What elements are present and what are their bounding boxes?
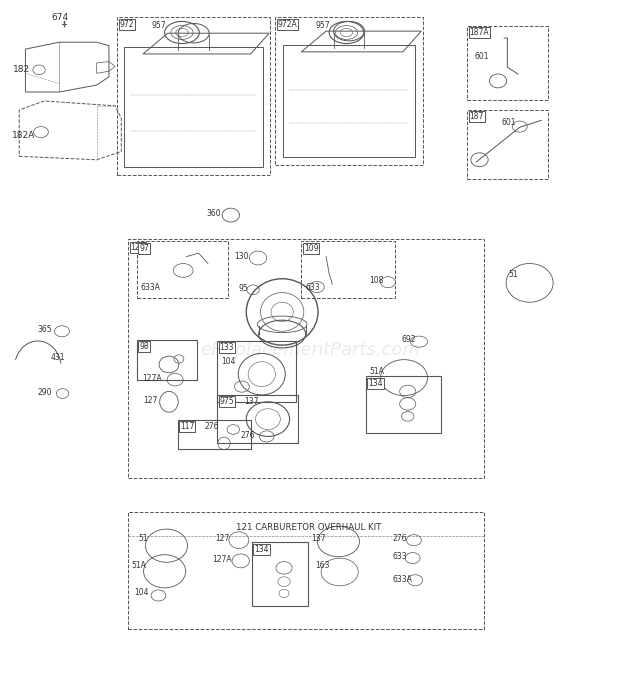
Text: 134: 134 [254, 545, 269, 554]
Text: 692: 692 [402, 335, 416, 344]
Text: 134: 134 [368, 378, 383, 387]
Text: 125: 125 [131, 243, 145, 252]
Text: 97: 97 [140, 244, 149, 253]
Text: 51: 51 [508, 270, 518, 279]
Text: 187A: 187A [469, 28, 489, 37]
Text: 127A: 127A [212, 555, 232, 564]
Bar [252, 542, 308, 606]
Text: 674: 674 [51, 12, 69, 21]
Text: 601: 601 [501, 118, 516, 127]
Text: 431: 431 [50, 353, 64, 362]
Text: 163: 163 [315, 561, 329, 570]
Bar [217, 395, 298, 444]
Text: 127A: 127A [142, 374, 161, 383]
Bar [275, 17, 423, 166]
Text: 957: 957 [316, 21, 330, 30]
Bar [117, 17, 270, 175]
Text: 137: 137 [311, 534, 326, 543]
Text: 117: 117 [180, 422, 195, 431]
Text: 276: 276 [393, 534, 407, 543]
Text: 972A: 972A [278, 19, 298, 28]
Text: 633: 633 [305, 283, 320, 292]
Text: 109: 109 [304, 244, 318, 253]
Text: 127: 127 [143, 396, 157, 405]
Text: 975: 975 [219, 397, 234, 406]
Bar [467, 110, 547, 179]
Bar [217, 341, 296, 402]
Text: 601: 601 [474, 51, 489, 60]
Bar [177, 420, 250, 449]
Text: 276: 276 [241, 430, 255, 439]
Text: 104: 104 [135, 588, 149, 597]
Text: 51A: 51A [370, 367, 384, 376]
Text: 957: 957 [151, 21, 166, 30]
Bar [366, 376, 441, 433]
Text: eReplacementParts.com: eReplacementParts.com [200, 341, 420, 359]
Text: 633A: 633A [393, 575, 413, 584]
Text: 182A: 182A [12, 131, 35, 140]
Text: 972: 972 [120, 19, 134, 28]
Text: 276: 276 [205, 422, 219, 431]
Text: 95: 95 [239, 284, 249, 293]
Text: 633A: 633A [141, 283, 161, 292]
Bar [301, 241, 396, 298]
Text: 290: 290 [38, 387, 52, 396]
Bar [128, 513, 484, 629]
Text: 104: 104 [221, 357, 236, 366]
Text: 360: 360 [206, 209, 221, 218]
Text: 127: 127 [215, 534, 229, 543]
Text: 51A: 51A [132, 561, 147, 570]
Text: 133: 133 [219, 344, 234, 352]
Bar [128, 239, 484, 478]
Text: 130: 130 [234, 252, 249, 261]
Text: 633: 633 [393, 552, 407, 561]
Text: 98: 98 [140, 342, 149, 351]
Bar [137, 241, 228, 298]
Text: 108: 108 [370, 276, 384, 285]
Text: 365: 365 [38, 326, 53, 335]
Bar [467, 26, 547, 100]
Text: 51: 51 [138, 534, 148, 543]
Text: 187: 187 [469, 112, 484, 121]
Bar [137, 340, 197, 380]
Text: 137: 137 [244, 397, 259, 406]
Text: 182: 182 [13, 65, 30, 74]
Text: 121 CARBURETOR OVERHAUL KIT: 121 CARBURETOR OVERHAUL KIT [236, 523, 381, 532]
